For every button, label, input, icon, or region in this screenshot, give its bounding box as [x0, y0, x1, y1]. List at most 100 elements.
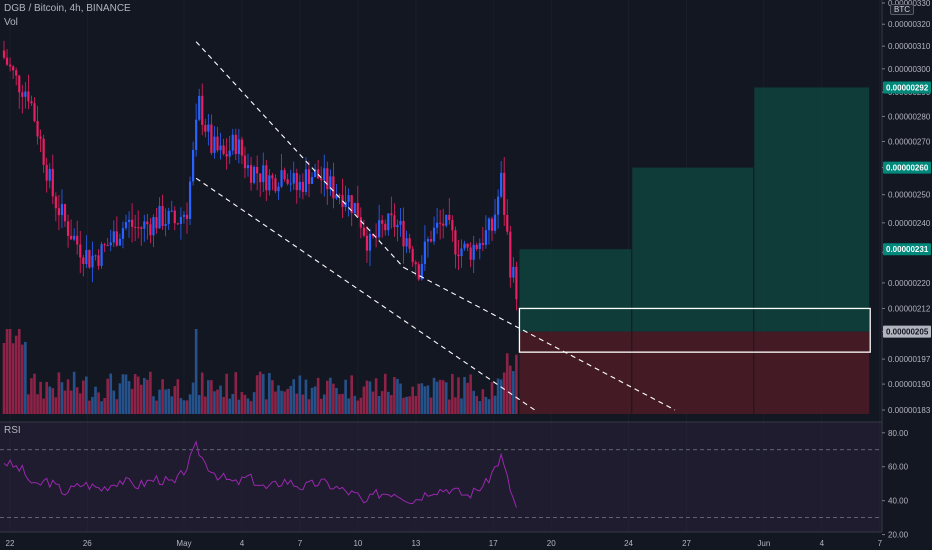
volume-bar	[133, 374, 137, 414]
candle-body	[353, 202, 356, 214]
volume-bar	[350, 375, 353, 414]
volume-bar	[505, 353, 509, 414]
candle-body	[283, 170, 286, 180]
stop-loss-zone-1	[519, 331, 632, 414]
price-badge	[883, 325, 931, 338]
candle-body	[246, 165, 250, 169]
candle-body	[210, 124, 213, 153]
candle-body	[515, 266, 518, 300]
volume-bar	[112, 390, 116, 414]
volume-bar	[127, 381, 131, 414]
candle-body	[423, 241, 426, 264]
candle-body	[512, 266, 515, 278]
candle-body	[91, 255, 94, 268]
time-tick-label: 24	[624, 539, 633, 548]
candle-body	[347, 195, 350, 202]
volume-bar	[414, 395, 418, 414]
volume-bar	[42, 398, 45, 414]
candle-body	[371, 233, 375, 237]
rsi-pane-background	[0, 422, 882, 532]
rsi-tick-label: 20.00	[888, 531, 909, 540]
candle-body	[124, 222, 128, 229]
candle-body	[481, 243, 484, 245]
channel-line-1	[195, 41, 404, 268]
candle-body	[426, 239, 430, 242]
volume-bar	[170, 396, 174, 414]
price-badge-label: 0.00000205	[886, 328, 929, 337]
volume-bar	[97, 392, 100, 414]
candle-body	[118, 238, 121, 246]
volume-bar	[179, 398, 183, 414]
volume-bar	[167, 388, 170, 414]
candle-body	[109, 242, 112, 246]
candle-body	[140, 227, 143, 229]
volume-bar	[252, 392, 256, 414]
volume-bar	[39, 381, 42, 414]
volume-bar	[271, 380, 274, 414]
candle-body	[478, 243, 481, 250]
volume-bar	[204, 396, 207, 414]
candle-body	[414, 262, 417, 265]
currency-badge[interactable]: BTC	[890, 4, 914, 15]
stop-loss-zone-3	[754, 331, 870, 414]
volume-bar	[466, 382, 469, 414]
time-tick-label: May	[176, 539, 191, 548]
candle-body	[469, 247, 472, 260]
candle-body	[445, 214, 448, 226]
candle-body	[286, 179, 289, 184]
volume-bar	[21, 344, 24, 414]
candle-body	[106, 245, 109, 247]
candle-body	[411, 248, 414, 263]
volume-bar	[88, 400, 91, 414]
candle-body	[497, 196, 500, 215]
volume-bar	[11, 343, 15, 414]
volume-bar	[359, 397, 363, 414]
volume-bar	[329, 377, 332, 414]
volume-bar	[216, 389, 219, 414]
time-tick-label: 27	[682, 539, 691, 548]
volume-bar	[493, 395, 497, 414]
volume-bar	[487, 399, 491, 414]
candle-body	[134, 226, 137, 228]
volume-bar	[374, 378, 378, 414]
candle-body	[30, 101, 33, 104]
candle-body	[323, 168, 326, 181]
volume-bar	[304, 379, 308, 414]
volume-bar	[435, 381, 439, 414]
volume-bar	[426, 385, 430, 414]
candle-body	[225, 153, 228, 157]
volume-bar	[316, 377, 320, 414]
volume-bar	[158, 389, 161, 414]
candle-body	[475, 244, 478, 250]
candle-body	[60, 204, 64, 216]
price-badge-label: 0.00000231	[886, 245, 929, 254]
candle-body	[164, 223, 167, 226]
candle-body	[219, 145, 222, 151]
candle-body	[326, 168, 329, 190]
candle-body	[365, 235, 369, 251]
volume-bar	[91, 396, 94, 414]
volume-bar	[149, 371, 152, 414]
candle-body	[155, 217, 158, 229]
candle-body	[204, 124, 207, 132]
candle-body	[170, 210, 173, 212]
volume-bar	[17, 329, 21, 414]
candle-body	[100, 244, 103, 266]
candle-body	[231, 134, 234, 151]
volume-bar	[78, 393, 82, 414]
volume-bar	[94, 386, 97, 414]
price-badge	[883, 243, 931, 256]
channel-line-3	[403, 266, 676, 411]
candle-body	[185, 214, 189, 219]
candle-body	[509, 231, 512, 278]
volume-bar	[283, 391, 286, 414]
volume-bar	[115, 399, 119, 414]
candle-body	[66, 221, 70, 236]
volume-bar	[66, 379, 70, 414]
volume-bar	[371, 391, 375, 414]
volume-bar	[33, 373, 36, 414]
volume-bar	[176, 379, 180, 414]
candle-body	[484, 230, 487, 245]
volume-bar	[54, 397, 58, 414]
